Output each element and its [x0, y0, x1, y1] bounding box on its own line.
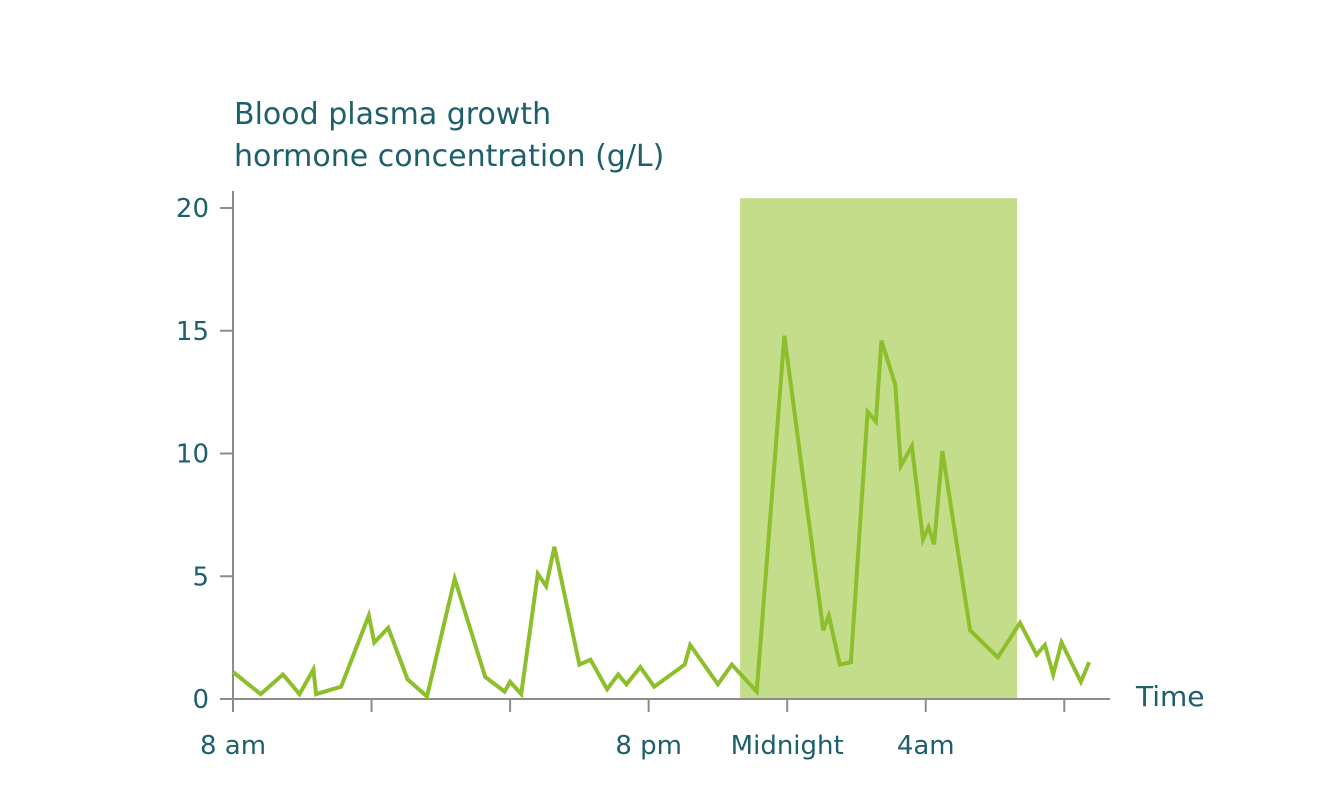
y-tick-label: 0: [192, 685, 209, 715]
x-axis-labels: 8 am 8 pm Midnight 4am: [200, 731, 955, 761]
shaded-night-region: [740, 198, 1018, 699]
y-tick-label: 10: [176, 440, 209, 470]
x-tick-label: 8 am: [200, 731, 266, 761]
x-tick-label: 4am: [897, 731, 955, 761]
x-tick-label: Midnight: [731, 731, 844, 761]
y-axis-label-line-2: hormone concentration (g/L): [234, 139, 664, 174]
y-tick-label: 20: [176, 194, 209, 224]
y-axis-ticks: 0 5 10 15 20: [176, 194, 233, 715]
x-axis-ticks: [232, 699, 1066, 712]
hormone-concentration-line: [231, 335, 1092, 701]
x-tick-label: 8 pm: [615, 731, 682, 761]
y-tick-label: 15: [176, 317, 209, 347]
y-tick-label: 5: [192, 562, 209, 592]
y-axis-label-line-1: Blood plasma growth: [234, 97, 551, 132]
x-axis-label: Time: [1135, 680, 1205, 713]
